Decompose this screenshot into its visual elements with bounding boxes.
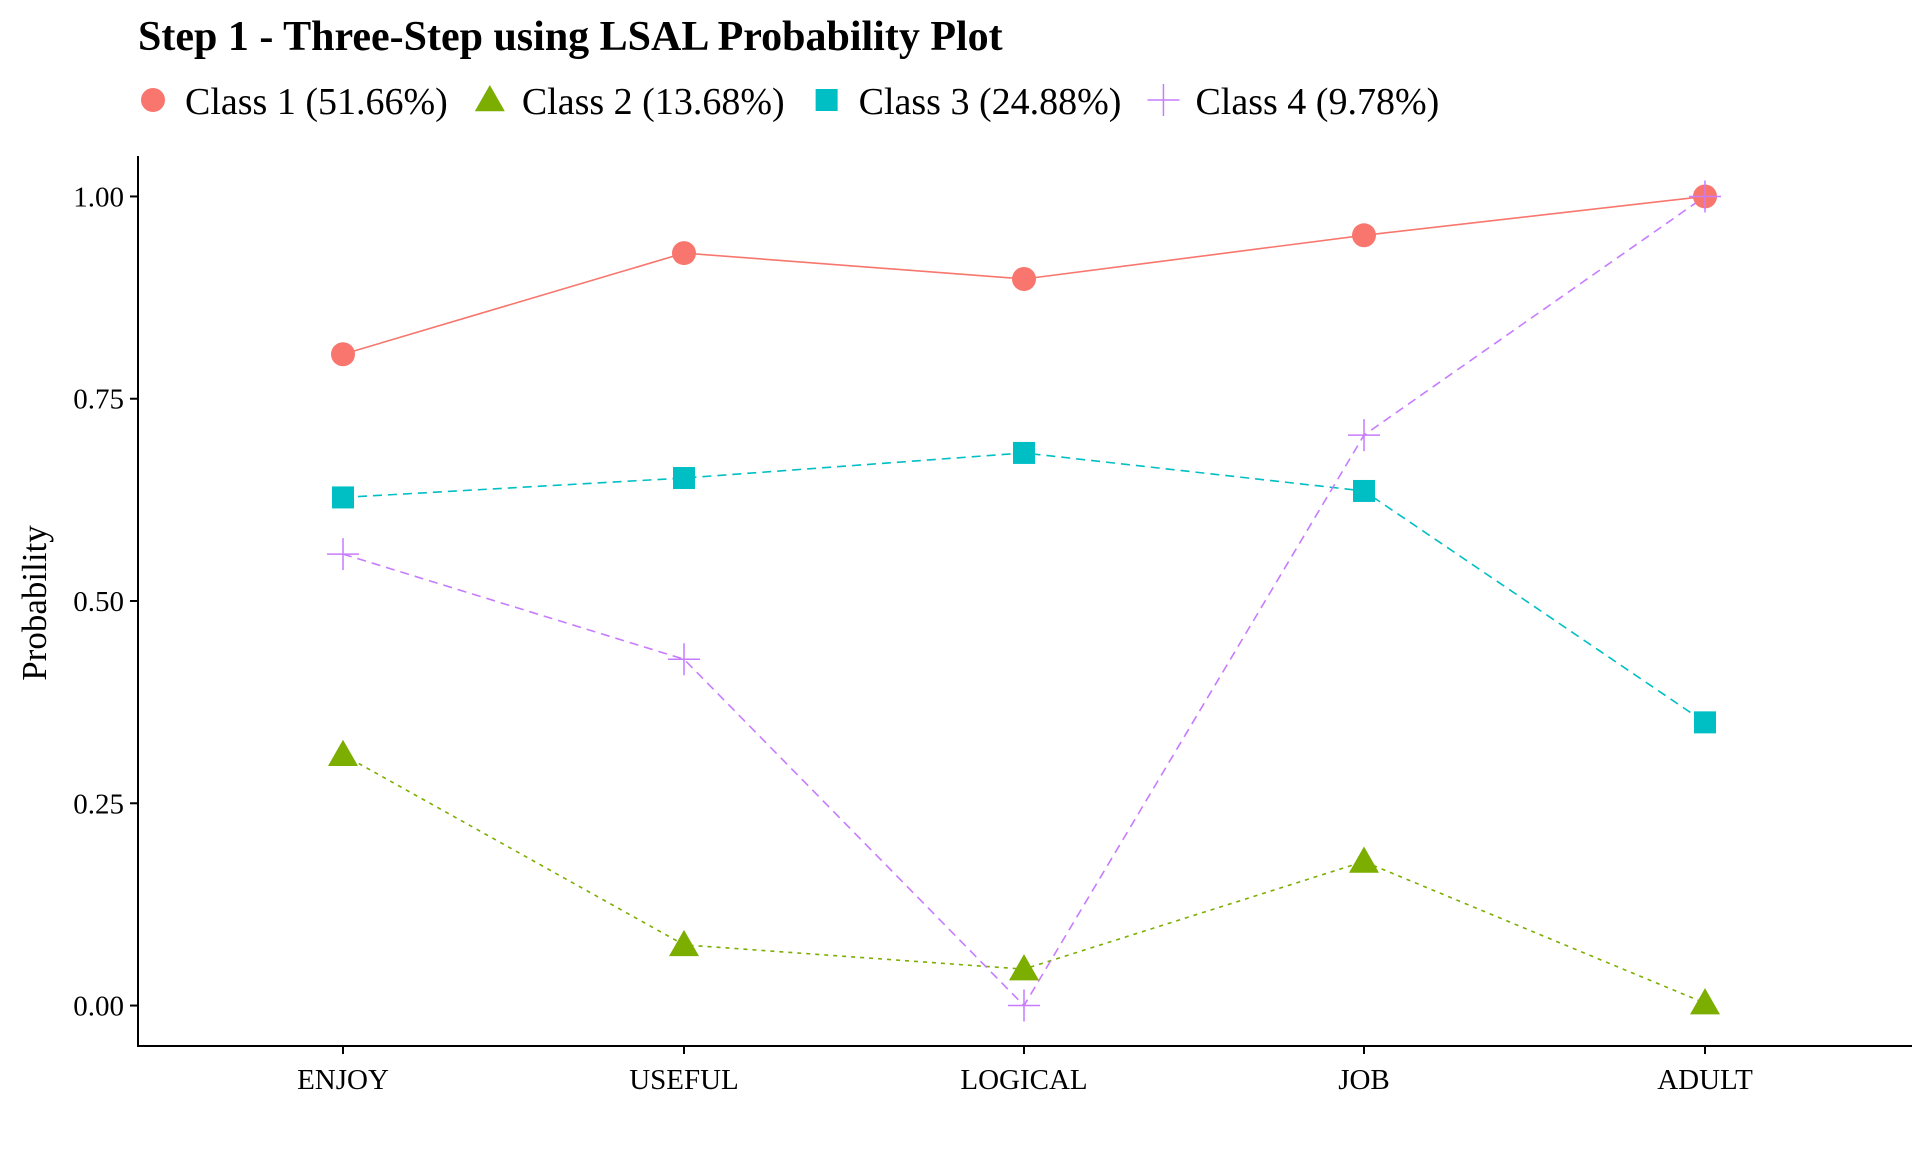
data-point-class-4 <box>327 538 359 571</box>
data-point-class-1 <box>1352 223 1376 248</box>
legend-item-class-3: Class 3 (24.88%) <box>815 81 1122 123</box>
legend-item-class-1: Class 1 (51.66%) <box>141 81 448 123</box>
legend-label-class-1: Class 1 (51.66%) <box>185 81 448 123</box>
data-point-class-1 <box>672 241 696 266</box>
legend-label-class-2: Class 2 (13.68%) <box>522 81 785 123</box>
x-tick-label: ADULT <box>1657 1064 1753 1096</box>
y-tick-label: 0.25 <box>73 788 124 820</box>
legend-key-class-1 <box>141 88 165 112</box>
legend-key-class-3 <box>815 89 838 111</box>
series-lines <box>342 195 1706 1007</box>
data-point-class-2 <box>669 929 699 957</box>
legend-item-class-4: Class 4 (9.78%) <box>1147 81 1439 123</box>
y-axis-ticks: 0.00 0.25 0.50 0.75 1.00 <box>73 181 138 1023</box>
legend-label-class-3: Class 3 (24.88%) <box>859 81 1122 123</box>
series-line-class-4 <box>342 195 1706 1007</box>
data-point-class-3 <box>1694 711 1716 734</box>
x-tick-label: JOB <box>1338 1064 1390 1096</box>
data-point-class-3 <box>1353 479 1375 502</box>
data-point-class-4 <box>1348 419 1380 452</box>
data-point-class-3 <box>1013 441 1035 464</box>
data-point-class-3 <box>332 486 354 509</box>
data-point-class-4 <box>668 643 700 676</box>
data-point-class-1 <box>1012 266 1036 291</box>
chart-title: Step 1 - Three-Step using LSAL Probabili… <box>138 14 1003 60</box>
y-tick-label: 0.75 <box>73 384 124 416</box>
x-axis-ticks: ENJOY USEFUL LOGICAL JOB ADULT <box>297 1046 1753 1096</box>
data-point-class-3 <box>673 467 695 490</box>
y-tick-label: 0.00 <box>73 991 124 1023</box>
y-tick-label: 1.00 <box>73 181 124 213</box>
data-point-class-2 <box>1349 846 1379 873</box>
data-point-class-1 <box>331 342 355 367</box>
x-tick-label: USEFUL <box>629 1064 739 1096</box>
legend-key-class-4 <box>1147 84 1180 116</box>
series-markers <box>327 180 1721 1022</box>
x-tick-label: ENJOY <box>297 1064 389 1096</box>
data-point-class-2 <box>1009 954 1039 981</box>
data-point-class-4 <box>1008 989 1040 1022</box>
legend-key-class-2 <box>474 85 505 112</box>
legend-item-class-2: Class 2 (13.68%) <box>474 81 785 123</box>
legend: Class 1 (51.66%) Class 2 (13.68%) Class 3 … <box>141 81 1439 123</box>
data-point-class-2 <box>1690 988 1720 1015</box>
data-point-class-2 <box>328 739 358 766</box>
y-tick-label: 0.50 <box>73 586 124 618</box>
x-tick-label: LOGICAL <box>960 1064 1087 1096</box>
legend-label-class-4: Class 4 (9.78%) <box>1195 81 1439 123</box>
data-point-class-4 <box>1689 180 1721 213</box>
y-axis-label: Probability <box>15 525 54 681</box>
series-line-class-3 <box>342 452 1706 724</box>
